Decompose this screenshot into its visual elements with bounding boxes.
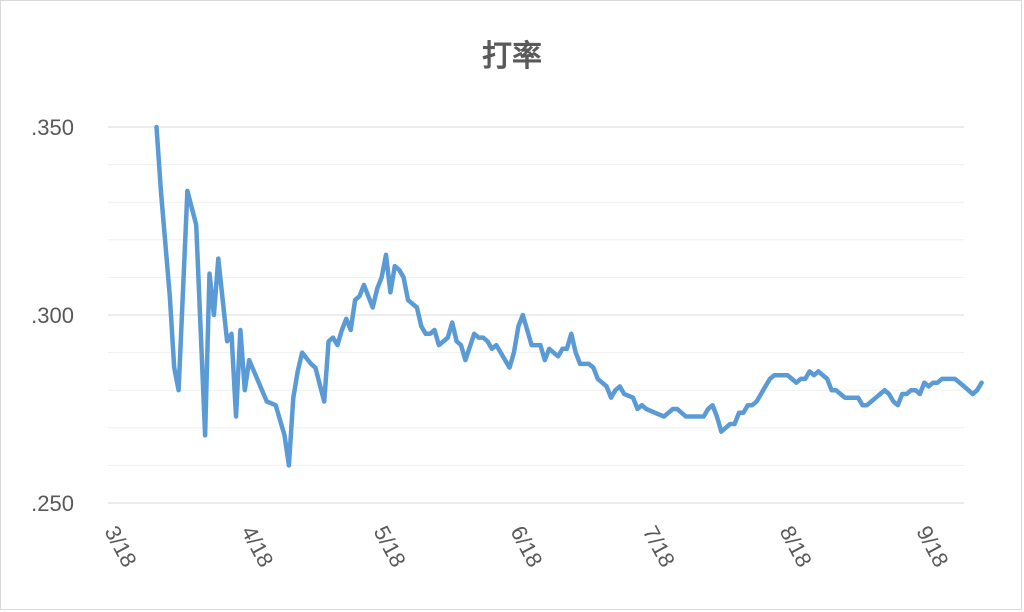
y-tick-label: .300 xyxy=(31,303,74,328)
series-line xyxy=(154,124,984,468)
y-tick-label: .350 xyxy=(31,115,74,140)
x-tick-label: 3/18 xyxy=(100,522,142,572)
major-gridlines xyxy=(108,126,964,504)
x-axis-tick-labels: 3/18 4/18 5/18 6/18 7/18 8/18 9/18 xyxy=(100,522,954,572)
x-tick-label: 4/18 xyxy=(236,522,278,572)
x-tick-label: 9/18 xyxy=(911,522,953,572)
x-tick-label: 6/18 xyxy=(506,522,548,572)
y-axis-tick-labels: .350 .300 .250 xyxy=(31,115,74,516)
minor-gridlines xyxy=(108,164,964,466)
y-tick-label: .250 xyxy=(31,491,74,516)
x-tick-label: 5/18 xyxy=(369,522,411,572)
chart-title: 打率 xyxy=(482,39,542,74)
x-tick-label: 8/18 xyxy=(775,522,817,572)
x-tick-label: 7/18 xyxy=(638,522,680,572)
series-group xyxy=(154,124,984,468)
